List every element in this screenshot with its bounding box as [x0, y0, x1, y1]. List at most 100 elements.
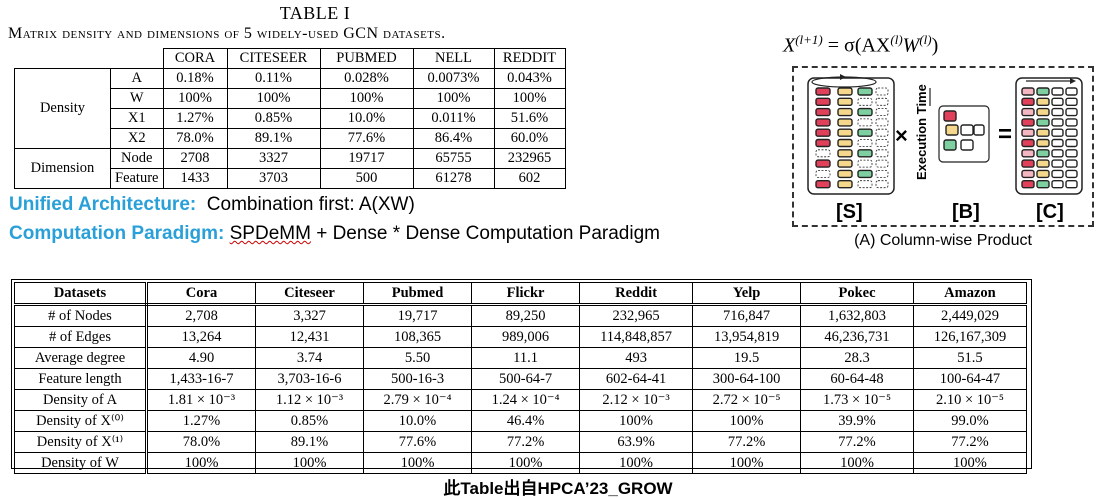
table-row: Dimension Node 2708 3327 19717 65755 232…: [14, 148, 566, 189]
matrix-cell: [1065, 87, 1078, 96]
row-label: Density of W: [14, 452, 148, 474]
matrix-cell: [1051, 118, 1064, 127]
table-cell: 89,250: [471, 304, 581, 327]
table-cell: 1,632,803: [800, 304, 914, 327]
table-cell: 1.24 × 10⁻⁴: [471, 389, 581, 411]
table1-group-dimension: Dimension: [14, 148, 111, 189]
table-cell: 493: [579, 347, 694, 369]
matrix-cell: [857, 97, 873, 106]
table-cell: 100-64-47: [912, 368, 1028, 390]
table-cell: 4.90: [146, 347, 256, 369]
matrix-cell: [1021, 159, 1035, 168]
matrix-cell: [1051, 128, 1064, 137]
table-cell: 0.11%: [226, 68, 321, 89]
table-cell: 100%: [146, 452, 256, 474]
table2-col-header: Pokec: [800, 282, 914, 306]
table-cell: 2.72 × 10⁻⁵: [692, 389, 802, 411]
matrix-cell: [857, 169, 873, 179]
matrix-cell: [857, 159, 873, 168]
table-cell: 500: [319, 168, 414, 189]
table-row: Density of X⁽¹⁾ 78.0% 89.1% 77.6% 77.2% 63.9%…: [14, 431, 1028, 453]
table-cell: 100%: [579, 452, 694, 474]
matrix-cell: [815, 97, 831, 106]
matrix-cell: [837, 138, 853, 148]
table1-col-header: NELL: [412, 48, 495, 69]
formula-part: ): [931, 34, 939, 57]
table-cell: 1.12 × 10⁻³: [255, 389, 364, 411]
matrix-cell: [1036, 128, 1050, 137]
matrix-cell: [1036, 87, 1050, 96]
matrix-cell: [815, 128, 831, 137]
matrix-cell: [943, 139, 957, 151]
matrix-cell: [1036, 97, 1050, 106]
matrix-cell: [1065, 97, 1078, 106]
table-cell: 60.0%: [493, 128, 566, 149]
matrix-cell: [1065, 179, 1078, 189]
matrix-cell: [875, 170, 889, 178]
matrix-s-frame: [807, 77, 895, 195]
matrix-c-cells: [1021, 87, 1078, 189]
matrix-cell: [875, 108, 889, 116]
matrix-b-cells: [943, 110, 985, 151]
row-label: X2: [110, 128, 164, 149]
table-cell: 500-16-3: [362, 368, 473, 390]
table-cell: 51.6%: [493, 108, 566, 129]
table-cell: 100%: [912, 452, 1028, 474]
matrix-cell: [837, 97, 853, 106]
table-cell: 39.9%: [800, 410, 914, 432]
matrix-cell: [857, 107, 873, 117]
table-cell: 78.0%: [146, 431, 256, 453]
row-label: A: [110, 68, 164, 89]
row-label: # of Edges: [14, 326, 148, 348]
matrix-cell: [837, 149, 853, 158]
table-cell: 989,006: [471, 326, 581, 348]
diagram-caption: (A) Column-wise Product: [854, 232, 1032, 249]
table-cell: 3,327: [255, 304, 364, 327]
matrix-cell: [943, 110, 957, 122]
gcn-formula: X(l+1) = σ(AX(l)W(l)): [783, 32, 938, 58]
matrix-cell: [837, 87, 853, 96]
matrix-cell: [1051, 107, 1064, 117]
table-cell: 10.0%: [362, 410, 473, 432]
table-cell: 1.27%: [162, 108, 228, 129]
table-cell: 77.2%: [800, 431, 914, 453]
table-cell: 0.028%: [319, 68, 414, 89]
matrix-cell: [837, 159, 853, 168]
table2-body: # of Nodes 2,708 3,327 19,717 89,250 232,965 7…: [14, 304, 1028, 474]
matrix-cell: [1065, 138, 1078, 148]
matrix-cell: [815, 138, 831, 148]
table1-col-header: PUBMED: [319, 48, 414, 69]
table2-col-header: Pubmed: [362, 282, 473, 306]
matrix-cell: [857, 180, 873, 189]
table2-frame: Datasets Cora Citeseer Pubmed Flickr Red…: [11, 279, 1032, 474]
table-cell: 19,717: [362, 304, 473, 327]
row-label: Node: [110, 148, 164, 169]
table-row: # of Nodes 2,708 3,327 19,717 89,250 232,965 7…: [14, 304, 1028, 327]
diagram-svg: × Execution Time = [S] [B] [C]: [807, 74, 1083, 223]
table-cell: 232965: [493, 148, 566, 169]
table-cell: 126,167,309: [912, 326, 1028, 348]
matrix-cell: [1021, 107, 1035, 117]
matrix-cell: [1065, 118, 1078, 127]
table-row: Density A 0.18% 0.11% 0.028% 0.0073% 0.0…: [14, 68, 566, 149]
matrix-cell: [875, 139, 889, 147]
table-row: Average degree 4.90 3.74 5.50 11.1 493 19.5 28.…: [14, 347, 1028, 369]
matrix-b-frame: [938, 105, 990, 163]
table-cell: 5.50: [362, 347, 473, 369]
table2-header-row: Datasets Cora Citeseer Pubmed Flickr Red…: [14, 282, 1028, 306]
matrix-cell: [815, 170, 831, 178]
note-underlined-term: SPDeMM: [229, 223, 311, 244]
matrix-cell: [875, 118, 889, 127]
matrix-cell: [837, 107, 853, 117]
table-cell: 28.3: [800, 347, 914, 369]
matrix-cell: [1036, 138, 1050, 148]
table-cell: 77.2%: [692, 431, 802, 453]
matrix-cell: [1036, 149, 1050, 158]
equals-sign: =: [998, 121, 1012, 148]
table2: Datasets Cora Citeseer Pubmed Flickr Red…: [14, 282, 1028, 474]
row-label: Density of X⁽¹⁾: [14, 431, 148, 453]
table-cell: 100%: [471, 452, 581, 474]
table-cell: 716,847: [692, 304, 802, 327]
matrix-cell: [1021, 149, 1035, 158]
table-cell: 100%: [692, 410, 802, 432]
